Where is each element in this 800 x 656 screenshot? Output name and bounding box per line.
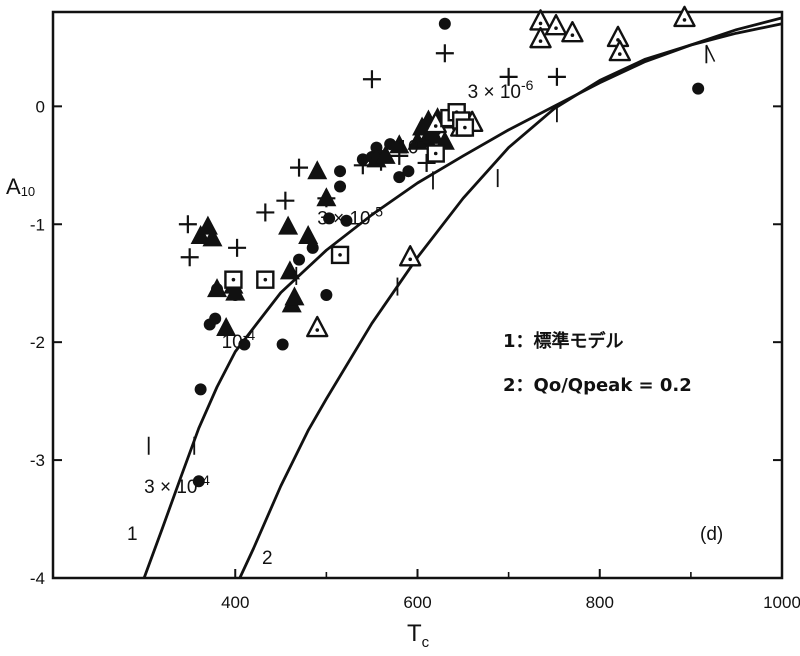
x-tick-label-1000: 1000 bbox=[763, 593, 800, 612]
circle-point-3 bbox=[209, 312, 222, 325]
y-tick-label--4: -4 bbox=[30, 569, 45, 588]
y-tick-label-0: 0 bbox=[36, 97, 45, 116]
plus-point-3 bbox=[256, 203, 275, 222]
plus-point-5 bbox=[290, 158, 309, 177]
filled-triangle-point-1 bbox=[197, 215, 218, 235]
filled-triangle-point-11 bbox=[298, 225, 319, 245]
dot-square-point-0 bbox=[224, 270, 243, 289]
circle-point-7 bbox=[276, 338, 289, 351]
annotation-leader bbox=[705, 44, 716, 62]
filled-triangle-point-2 bbox=[202, 227, 223, 247]
filled-triangle-point-4 bbox=[216, 317, 237, 337]
dot-triangle-point-11 bbox=[673, 5, 696, 28]
circle-point-11 bbox=[323, 212, 336, 225]
plus-point-4 bbox=[276, 191, 295, 210]
dot-square-point-7 bbox=[455, 118, 475, 137]
curve-tick-label-2: 10-4 bbox=[222, 327, 256, 353]
circle-point-23 bbox=[438, 17, 451, 30]
circle-point-20 bbox=[393, 171, 406, 184]
curve-tick-marks bbox=[147, 45, 708, 455]
x-tick-label-600: 600 bbox=[403, 593, 431, 612]
filled-triangle-point-13 bbox=[316, 187, 337, 207]
curve-tick-labels: 3 × 10-4 10-4 3 × 10-5 10-5 3 × 10-6 bbox=[144, 77, 534, 498]
dot-square-point-3 bbox=[426, 144, 445, 163]
plus-point-0 bbox=[178, 215, 197, 234]
filled-triangle-point-6 bbox=[225, 281, 246, 301]
plus-point-8 bbox=[362, 70, 381, 89]
filled-triangle-point-3 bbox=[207, 278, 228, 298]
curve-tick-label-5: 3 × 10-6 bbox=[468, 77, 534, 103]
axis-ticks: 400 600 800 1000 0 -1 -2 -3 -4 bbox=[30, 97, 800, 612]
curve-tick-label-1: 3 × 10-4 bbox=[144, 472, 210, 498]
panel-label: (d) bbox=[700, 524, 723, 545]
circle-point-9 bbox=[306, 241, 319, 254]
model-curves bbox=[142, 16, 783, 579]
dot-triangle-point-6 bbox=[529, 26, 552, 49]
filled-triangle-point-15 bbox=[375, 144, 396, 164]
dot-triangle-point-10 bbox=[608, 39, 631, 62]
y-tick-label--1: -1 bbox=[30, 215, 45, 234]
filled-triangle-point-10 bbox=[284, 286, 305, 306]
circle-point-6 bbox=[238, 338, 251, 351]
circle-point-extra bbox=[692, 82, 705, 95]
dot-square-point-2 bbox=[330, 245, 350, 265]
curve-2 bbox=[238, 22, 783, 579]
filled-triangle-point-16 bbox=[389, 134, 410, 154]
plus-point-12 bbox=[435, 44, 454, 63]
circle-point-10 bbox=[320, 289, 333, 301]
plus-point-14 bbox=[547, 67, 566, 86]
x-tick-label-800: 800 bbox=[586, 593, 614, 612]
dot-triangle-point-5 bbox=[529, 9, 552, 31]
plus-point-2 bbox=[228, 238, 247, 257]
curve-1 bbox=[142, 16, 783, 579]
circle-point-0 bbox=[194, 383, 207, 396]
y-axis-title: A10 bbox=[6, 174, 35, 199]
dot-triangle-point-8 bbox=[561, 21, 584, 43]
circle-point-1 bbox=[192, 475, 205, 488]
data-points bbox=[178, 5, 716, 488]
legend: 1：標準モデル 2：Qo/Qpeak = 0.2 bbox=[503, 330, 692, 396]
dot-triangle-point-1 bbox=[399, 245, 422, 267]
dot-triangle-point-0 bbox=[306, 315, 329, 338]
x-axis-title: Tc bbox=[407, 620, 430, 651]
circle-point-8 bbox=[293, 253, 306, 266]
circle-point-12 bbox=[334, 180, 347, 193]
curve-label-2: 2 bbox=[262, 548, 273, 569]
legend-item-1: 1：標準モデル bbox=[503, 330, 624, 352]
plus-point-1 bbox=[180, 248, 199, 267]
filled-triangle-point-21 bbox=[423, 124, 444, 144]
y-tick-label--2: -2 bbox=[30, 333, 45, 352]
dot-square-point-1 bbox=[256, 270, 275, 289]
plus-point-13 bbox=[499, 67, 518, 86]
y-tick-label--3: -3 bbox=[30, 451, 45, 470]
curve-label-1: 1 bbox=[127, 524, 138, 545]
curve-tick-label-3: 3 × 10-5 bbox=[317, 203, 383, 229]
filled-triangle-point-7 bbox=[278, 215, 299, 235]
curve-tick-label-4: 10-5 bbox=[397, 133, 431, 159]
circle-point-21 bbox=[402, 165, 415, 178]
dot-triangle-point-7 bbox=[544, 13, 568, 36]
circle-point-14 bbox=[334, 165, 347, 178]
circle-point-13 bbox=[340, 214, 353, 227]
x-tick-label-400: 400 bbox=[221, 593, 249, 612]
filled-triangle-point-8 bbox=[279, 260, 300, 280]
legend-item-2: 2：Qo/Qpeak = 0.2 bbox=[503, 375, 692, 396]
filled-triangle-point-12 bbox=[307, 160, 328, 180]
